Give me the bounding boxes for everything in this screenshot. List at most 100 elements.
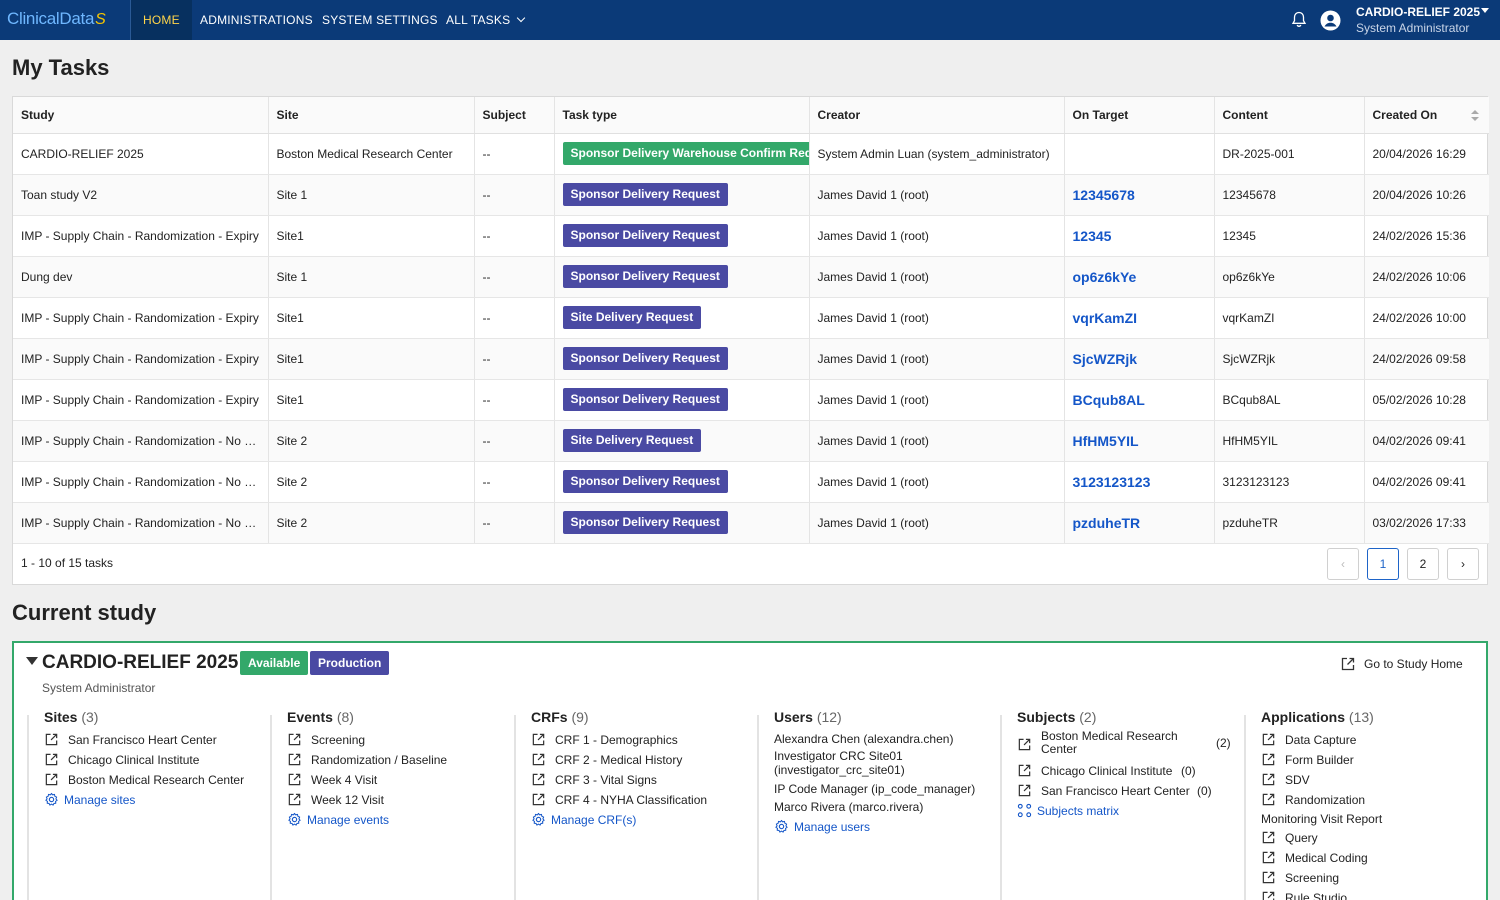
app-logo[interactable]: ClinicalDataS [7, 9, 106, 29]
manage-users-link[interactable]: Manage users [774, 817, 989, 837]
cell-content: vqrKamZI [1214, 297, 1365, 339]
application-item[interactable]: SDV [1261, 770, 1476, 790]
nav-system-settings[interactable]: SYSTEM SETTINGS [322, 13, 438, 27]
application-item[interactable]: Query [1261, 828, 1476, 848]
col-header-on-target[interactable]: On Target [1064, 97, 1215, 134]
on-target-link[interactable]: SjcWZRjk [1072, 350, 1138, 367]
col-header-creator[interactable]: Creator [809, 97, 1065, 134]
col-header-content[interactable]: Content [1214, 97, 1365, 134]
task-type-badge[interactable]: Site Delivery Request [562, 429, 702, 452]
subjects-matrix-link[interactable]: Subjects matrix [1017, 801, 1235, 821]
user-avatar-icon[interactable] [1320, 10, 1341, 31]
sort-icon[interactable] [1471, 110, 1479, 122]
nav-administrations[interactable]: ADMINISTRATIONS [200, 13, 313, 27]
cell-on-target[interactable]: BCqub8AL [1064, 379, 1215, 421]
sites-item[interactable]: San Francisco Heart Center [44, 730, 259, 750]
cell-on-target[interactable]: vqrKamZI [1064, 297, 1215, 339]
cell-task-type: Sponsor Delivery Request [554, 256, 810, 298]
cell-on-target[interactable]: SjcWZRjk [1064, 338, 1215, 380]
cell-on-target[interactable] [1064, 133, 1215, 175]
external-link-icon [1262, 891, 1275, 900]
task-type-badge[interactable]: Sponsor Delivery Warehouse Confirm Reque… [562, 142, 808, 165]
on-target-link[interactable]: BCqub8AL [1072, 391, 1145, 408]
on-target-link[interactable]: 12345 [1072, 227, 1112, 244]
on-target-link[interactable]: 3123123123 [1072, 473, 1151, 490]
task-type-badge[interactable]: Sponsor Delivery Request [562, 183, 728, 206]
bell-icon[interactable] [1291, 11, 1307, 28]
on-target-link[interactable]: pzduheTR [1072, 514, 1141, 531]
cell-on-target[interactable]: op6z6kYe [1064, 256, 1215, 298]
caret-down-icon[interactable] [1481, 8, 1489, 13]
task-type-badge[interactable]: Sponsor Delivery Request [562, 388, 728, 411]
nav-home[interactable]: HOME [131, 0, 192, 40]
cell-on-target[interactable]: 3123123123 [1064, 461, 1215, 503]
cell-created-on: 20/04/2026 10:26 [1364, 174, 1489, 216]
on-target-link[interactable]: op6z6kYe [1072, 268, 1137, 285]
table-row[interactable]: IMP - Supply Chain - Randomization - No … [13, 461, 1489, 503]
events-item[interactable]: Week 4 Visit [287, 770, 502, 790]
application-item[interactable]: Randomization [1261, 790, 1476, 810]
crfs-item-label: CRF 4 - NYHA Classification [555, 793, 708, 807]
application-item[interactable]: Monitoring Visit Report [1261, 810, 1476, 828]
cell-site: Site1 [268, 297, 475, 339]
table-row[interactable]: Toan study V2 Site 1 -- Sponsor Delivery Re… [13, 174, 1489, 216]
task-type-badge[interactable]: Sponsor Delivery Request [562, 265, 728, 288]
crfs-item[interactable]: CRF 3 - Vital Signs [531, 770, 746, 790]
events-item[interactable]: Randomization / Baseline [287, 750, 502, 770]
application-item[interactable]: Medical Coding [1261, 848, 1476, 868]
events-item[interactable]: Screening [287, 730, 502, 750]
application-item[interactable]: Rule Studio [1261, 888, 1476, 900]
users-title-label: Users [774, 709, 813, 725]
table-row[interactable]: IMP - Supply Chain - Randomization - Exp… [13, 215, 1489, 257]
nav-all-tasks[interactable]: ALL TASKS [446, 0, 526, 40]
on-target-link[interactable]: 12345678 [1072, 186, 1135, 203]
subjects-item[interactable]: Boston Medical Research Center (2) [1017, 729, 1235, 761]
sites-item[interactable]: Boston Medical Research Center [44, 770, 259, 790]
col-header-study[interactable]: Study [13, 97, 269, 134]
subjects-count: (2) [1079, 709, 1097, 725]
cell-created-on: 24/02/2026 10:06 [1364, 256, 1489, 298]
on-target-link[interactable]: HfHM5YIL [1072, 432, 1139, 449]
application-item[interactable]: Screening [1261, 868, 1476, 888]
table-row[interactable]: Dung dev Site 1 -- Sponsor Delivery Request… [13, 256, 1489, 298]
table-row[interactable]: IMP - Supply Chain - Randomization - Exp… [13, 297, 1489, 339]
cell-on-target[interactable]: 12345678 [1064, 174, 1215, 216]
cell-creator: James David 1 (root) [809, 338, 1065, 380]
page-2-button[interactable]: 2 [1407, 548, 1439, 580]
application-item[interactable]: Data Capture [1261, 730, 1476, 750]
task-type-badge[interactable]: Sponsor Delivery Request [562, 511, 728, 534]
table-row[interactable]: IMP - Supply Chain - Randomization - Exp… [13, 338, 1489, 380]
task-type-badge[interactable]: Site Delivery Request [562, 306, 702, 329]
task-type-badge[interactable]: Sponsor Delivery Request [562, 347, 728, 370]
application-item[interactable]: Form Builder [1261, 750, 1476, 770]
next-page-button[interactable]: › [1447, 548, 1479, 580]
table-row[interactable]: IMP - Supply Chain - Randomization - Exp… [13, 379, 1489, 421]
table-row[interactable]: IMP - Supply Chain - Randomization - No … [13, 502, 1489, 544]
task-type-badge[interactable]: Sponsor Delivery Request [562, 224, 728, 247]
collapse-triangle-icon[interactable] [26, 657, 38, 665]
sites-item[interactable]: Chicago Clinical Institute [44, 750, 259, 770]
col-header-site[interactable]: Site [268, 97, 475, 134]
table-row[interactable]: IMP - Supply Chain - Randomization - No … [13, 420, 1489, 462]
on-target-link[interactable]: vqrKamZI [1072, 309, 1138, 326]
cell-on-target[interactable]: pzduheTR [1064, 502, 1215, 544]
crfs-item[interactable]: CRF 2 - Medical History [531, 750, 746, 770]
task-type-badge[interactable]: Sponsor Delivery Request [562, 470, 728, 493]
manage-events-link[interactable]: Manage events [287, 810, 502, 830]
cell-on-target[interactable]: HfHM5YIL [1064, 420, 1215, 462]
col-header-created-on[interactable]: Created On [1364, 97, 1489, 134]
col-header-task-type[interactable]: Task type [554, 97, 810, 134]
manage-crfs-link[interactable]: Manage CRF(s) [531, 810, 746, 830]
col-header-subject[interactable]: Subject [474, 97, 555, 134]
crfs-item[interactable]: CRF 1 - Demographics [531, 730, 746, 750]
table-row[interactable]: CARDIO-RELIEF 2025 Boston Medical Researc… [13, 133, 1489, 175]
user-study-name[interactable]: CARDIO-RELIEF 2025 [1356, 5, 1481, 19]
subjects-item[interactable]: Chicago Clinical Institute (0) [1017, 761, 1235, 781]
page-1-button[interactable]: 1 [1367, 548, 1399, 580]
prev-page-button[interactable]: ‹ [1327, 548, 1359, 580]
cell-on-target[interactable]: 12345 [1064, 215, 1215, 257]
events-item[interactable]: Week 12 Visit [287, 790, 502, 810]
subjects-item[interactable]: San Francisco Heart Center (0) [1017, 781, 1235, 801]
crfs-item[interactable]: CRF 4 - NYHA Classification [531, 790, 746, 810]
manage-sites-link[interactable]: Manage sites [44, 790, 259, 810]
